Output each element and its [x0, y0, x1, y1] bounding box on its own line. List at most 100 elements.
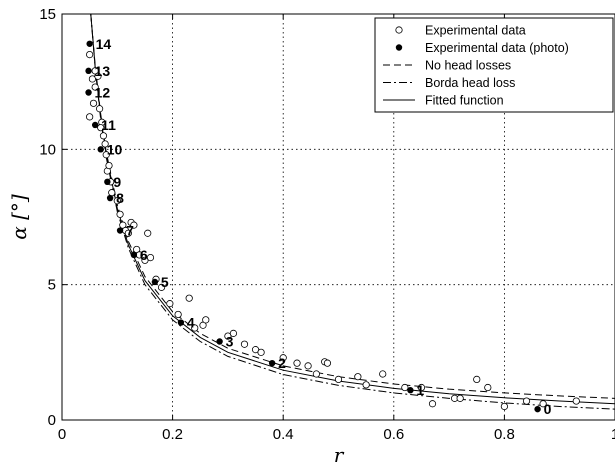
- open-data-point: [539, 400, 547, 408]
- filled-data-point: [86, 40, 93, 47]
- open-data-point: [279, 354, 287, 362]
- legend-entry-label: No head losses: [425, 59, 511, 73]
- x-tick-label: 0: [58, 426, 66, 443]
- filled-data-point: [534, 405, 541, 413]
- open-data-point: [323, 359, 332, 367]
- open-data-point: [91, 83, 99, 91]
- filled-data-point: [130, 251, 138, 259]
- open-data-point: [185, 294, 193, 302]
- point-number-label: 2: [278, 355, 286, 371]
- open-data-point: [89, 99, 98, 107]
- open-data-point: [144, 229, 152, 237]
- y-tick-label: 15: [39, 6, 56, 23]
- open-data-point: [86, 50, 94, 59]
- open-data-point: [401, 383, 409, 392]
- point-number-label: 14: [96, 36, 112, 52]
- open-data-point: [456, 394, 464, 402]
- point-number-label: 8: [116, 190, 124, 206]
- open-data-point: [500, 402, 508, 411]
- point-number-label: 13: [95, 63, 111, 79]
- filled-data-point: [106, 194, 114, 202]
- filled-data-point: [216, 338, 223, 345]
- open-data-point: [312, 370, 320, 378]
- point-number-label: 4: [187, 315, 195, 331]
- point-number-label: 5: [161, 274, 169, 290]
- filled-data-point: [177, 319, 185, 326]
- x-tick-label: 0.2: [162, 426, 183, 443]
- point-number-label: 7: [126, 223, 134, 239]
- legend-entry-label: Experimental data (photo): [425, 41, 569, 55]
- point-number-label: 0: [544, 401, 552, 417]
- legend: Experimental data Experimental data (phot…: [374, 17, 614, 113]
- legend-box: [374, 17, 614, 113]
- legend-entry-label: Experimental data: [425, 24, 526, 38]
- open-data-point: [102, 151, 110, 159]
- point-number-label: 6: [140, 247, 148, 263]
- open-data-point: [522, 397, 531, 405]
- open-data-point: [293, 359, 301, 367]
- open-data-point: [101, 140, 109, 148]
- open-data-point: [124, 229, 132, 237]
- open-data-point: [257, 348, 265, 356]
- open-data-point: [362, 381, 370, 389]
- open-data-point: [379, 370, 387, 378]
- open-data-point: [484, 383, 492, 392]
- filled-data-point: [268, 359, 276, 367]
- open-data-point: [113, 197, 121, 205]
- open-data-point: [572, 397, 580, 405]
- open-data-point: [304, 362, 312, 370]
- x-tick-label: 0.8: [494, 426, 515, 443]
- filled-data-point: [151, 278, 159, 286]
- x-tick-label: 0.4: [273, 426, 294, 443]
- open-data-point: [202, 316, 210, 324]
- filled-data-point: [85, 67, 92, 75]
- open-data-point: [108, 189, 116, 197]
- y-tick-label: 10: [39, 141, 56, 158]
- point-number-label: 9: [113, 174, 121, 190]
- open-data-point: [116, 210, 124, 218]
- open-data-point: [99, 132, 108, 140]
- filled-data-point: [91, 121, 99, 129]
- open-data-point: [146, 254, 155, 262]
- filled-data-point: [97, 146, 104, 153]
- x-tick-label: 0.6: [383, 426, 404, 443]
- open-data-point: [473, 375, 481, 383]
- point-number-label: 1: [416, 382, 424, 398]
- x-tick-label: 1: [611, 426, 615, 443]
- filled-data-point: [104, 178, 111, 186]
- open-data-point: [96, 105, 104, 113]
- open-data-point: [354, 373, 362, 381]
- open-data-point: [97, 124, 105, 132]
- point-number-label: 12: [95, 84, 111, 100]
- open-data-point: [166, 300, 174, 308]
- open-data-point: [229, 329, 238, 337]
- legend-open-circle-icon: [395, 26, 403, 34]
- filled-data-point: [116, 227, 124, 234]
- filled-data-point: [407, 387, 414, 394]
- open-data-point: [428, 400, 437, 408]
- open-data-point: [130, 221, 138, 229]
- open-data-point: [174, 310, 182, 319]
- x-axis-label: r: [334, 443, 345, 466]
- open-data-point: [417, 383, 426, 392]
- y-tick-label: 5: [48, 277, 56, 294]
- point-number-label: 10: [107, 141, 123, 157]
- open-data-point: [86, 113, 94, 121]
- filled-data-point: [85, 89, 92, 96]
- open-data-point: [105, 161, 113, 170]
- open-data-point: [94, 72, 102, 80]
- legend-filled-circle-icon: [395, 44, 403, 51]
- open-data-point: [240, 340, 249, 348]
- point-number-label: 3: [226, 334, 234, 350]
- y-axis-label: α [°]: [7, 194, 31, 240]
- open-data-point: [157, 283, 166, 291]
- y-tick-label: 0: [48, 412, 56, 429]
- plot-area-frame: [61, 13, 615, 421]
- legend-entry-label: Fitted function: [425, 94, 504, 108]
- open-data-point: [334, 375, 343, 383]
- legend-entry-label: Borda head loss: [425, 76, 515, 90]
- point-number-label: 11: [101, 117, 116, 133]
- open-data-point: [191, 324, 199, 332]
